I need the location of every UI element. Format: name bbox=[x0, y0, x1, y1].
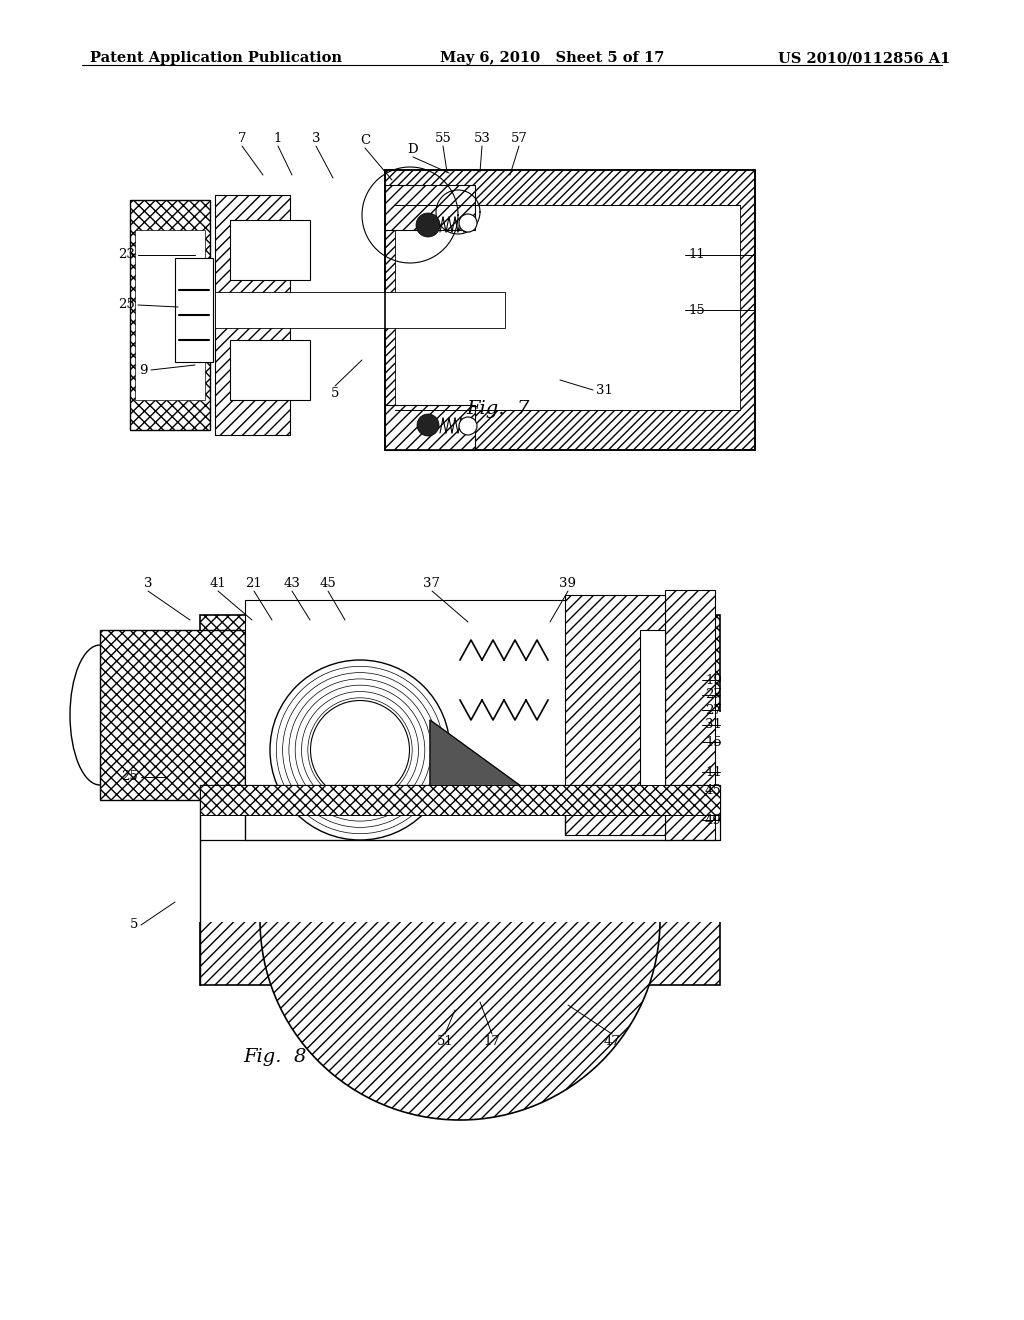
Text: 7: 7 bbox=[238, 132, 246, 145]
Text: 55: 55 bbox=[434, 132, 452, 145]
Text: 49: 49 bbox=[705, 813, 722, 826]
Bar bbox=[135, 230, 205, 400]
Circle shape bbox=[260, 719, 660, 1119]
Text: 5: 5 bbox=[130, 919, 138, 932]
Bar bbox=[215, 195, 290, 436]
Text: 17: 17 bbox=[483, 1035, 501, 1048]
Bar bbox=[565, 595, 665, 836]
Polygon shape bbox=[430, 719, 540, 800]
Text: 21: 21 bbox=[246, 577, 262, 590]
Text: 43: 43 bbox=[284, 577, 300, 590]
Text: C: C bbox=[360, 135, 370, 147]
Circle shape bbox=[416, 213, 440, 238]
Text: Fig.  8: Fig. 8 bbox=[244, 1048, 306, 1067]
Text: May 6, 2010   Sheet 5 of 17: May 6, 2010 Sheet 5 of 17 bbox=[440, 51, 665, 65]
Text: 41: 41 bbox=[210, 577, 226, 590]
Bar bbox=[385, 405, 475, 450]
Circle shape bbox=[270, 660, 450, 840]
Text: 9: 9 bbox=[139, 363, 148, 376]
Text: 37: 37 bbox=[424, 577, 440, 590]
Bar bbox=[200, 615, 720, 800]
Text: D: D bbox=[408, 143, 419, 156]
Text: 53: 53 bbox=[473, 132, 490, 145]
Text: 3: 3 bbox=[143, 577, 153, 590]
Text: 11: 11 bbox=[705, 766, 722, 779]
Text: 27: 27 bbox=[705, 689, 722, 701]
Bar bbox=[175, 257, 213, 362]
Text: 1: 1 bbox=[273, 132, 283, 145]
Text: 31: 31 bbox=[705, 718, 722, 731]
Text: 5: 5 bbox=[331, 387, 339, 400]
Text: 19: 19 bbox=[705, 673, 722, 686]
Bar bbox=[130, 201, 210, 430]
Bar bbox=[385, 170, 755, 450]
Text: 39: 39 bbox=[559, 577, 577, 590]
Bar bbox=[100, 630, 245, 800]
Text: 45: 45 bbox=[705, 784, 722, 796]
Bar bbox=[200, 785, 720, 814]
Text: 57: 57 bbox=[511, 132, 527, 145]
Text: 51: 51 bbox=[436, 1035, 454, 1048]
Text: 25: 25 bbox=[121, 771, 138, 784]
Circle shape bbox=[310, 701, 410, 800]
Text: 23: 23 bbox=[118, 248, 135, 261]
Bar bbox=[230, 341, 310, 400]
Bar bbox=[245, 601, 670, 840]
Bar bbox=[230, 220, 310, 280]
Bar bbox=[215, 292, 505, 327]
Text: 15: 15 bbox=[688, 304, 705, 317]
Text: US 2010/0112856 A1: US 2010/0112856 A1 bbox=[777, 51, 950, 65]
Bar bbox=[200, 800, 720, 985]
Text: 31: 31 bbox=[596, 384, 613, 396]
Bar bbox=[195, 711, 730, 921]
Circle shape bbox=[459, 214, 477, 232]
Text: Patent Application Publication: Patent Application Publication bbox=[90, 51, 342, 65]
Text: 27: 27 bbox=[705, 704, 722, 717]
Bar bbox=[640, 630, 665, 800]
Text: 3: 3 bbox=[311, 132, 321, 145]
Text: 25: 25 bbox=[118, 298, 135, 312]
Text: 47: 47 bbox=[603, 1035, 621, 1048]
Circle shape bbox=[459, 417, 477, 436]
Text: Fig.  7: Fig. 7 bbox=[466, 400, 529, 418]
Bar bbox=[665, 590, 715, 840]
Bar bbox=[395, 205, 740, 411]
Text: 11: 11 bbox=[688, 248, 705, 261]
Circle shape bbox=[417, 414, 439, 436]
Text: 45: 45 bbox=[319, 577, 336, 590]
Bar bbox=[385, 185, 475, 230]
Text: 15: 15 bbox=[705, 735, 722, 748]
